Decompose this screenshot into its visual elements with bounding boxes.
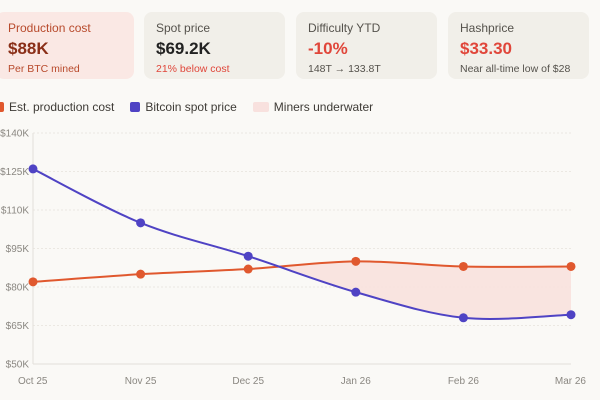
card-value: -10% [308,39,348,58]
spot-point [351,287,361,297]
x-tick-label: Jan 26 [341,376,371,387]
legend-label: Est. production cost [9,100,115,114]
legend-item-spot: Bitcoin spot price [130,100,237,114]
legend-item-underwater: Miners underwater [252,100,374,114]
card-sub: Near all-time low of $28 [460,63,571,75]
x-tick-label: Oct 25 [18,376,48,387]
legend-swatch-spot [130,102,141,112]
spot-point [28,164,38,174]
spot-point [136,218,146,228]
spot-point [458,313,468,323]
card-value: $69.2K [156,39,211,58]
legend-swatch-underwater [252,102,269,112]
y-tick-label: $65K [6,321,30,332]
underwater-area [279,261,571,319]
y-tick-label: $95K [6,244,30,255]
card-value: $33.30 [460,39,512,58]
spot-point [566,310,576,320]
card-label: Hashprice [460,21,515,35]
spot-line [32,168,572,320]
card-value: $88K [8,39,49,58]
y-tick-label: $125K [0,167,29,178]
y-tick-label: $110K [1,206,30,217]
cost-point [566,261,576,271]
cost-line [32,260,572,283]
legend-item-cost: Est. production cost [0,100,114,114]
legend-label: Miners underwater [273,100,374,114]
card-sub: 148T → 133.8T [308,63,381,75]
x-tick-label: Feb 26 [448,376,480,387]
cost-point [28,277,38,287]
cost-point [136,269,146,279]
x-tick-label: Mar 26 [555,376,587,387]
spot-point [243,251,253,261]
card-label: Difficulty YTD [308,21,381,35]
card-sub: Per BTC mined [8,63,80,75]
y-tick-label: $80K [6,283,30,294]
difficulty-card: Difficulty YTD -10% 148T → 133.8T [296,12,437,79]
cost-point [351,256,361,266]
y-tick-label: $50K [6,360,30,371]
y-tick-label: $140K [0,129,29,140]
card-sub: 21% below cost [156,63,230,75]
cost-point [243,264,253,274]
card-label: Production cost [8,21,91,35]
chart-legend: Est. production cost Bitcoin spot price … [0,100,389,114]
production-cost-card: Production cost $88K Per BTC mined [0,12,134,79]
hashprice-card: Hashprice $33.30 Near all-time low of $2… [448,12,589,79]
legend-label: Bitcoin spot price [145,100,237,114]
card-label: Spot price [156,21,211,35]
cost-point [458,261,468,271]
legend-swatch-cost [0,102,4,112]
x-tick-label: Dec 25 [232,376,264,387]
spot-price-card: Spot price $69.2K 21% below cost [144,12,285,79]
x-tick-label: Nov 25 [125,376,157,387]
